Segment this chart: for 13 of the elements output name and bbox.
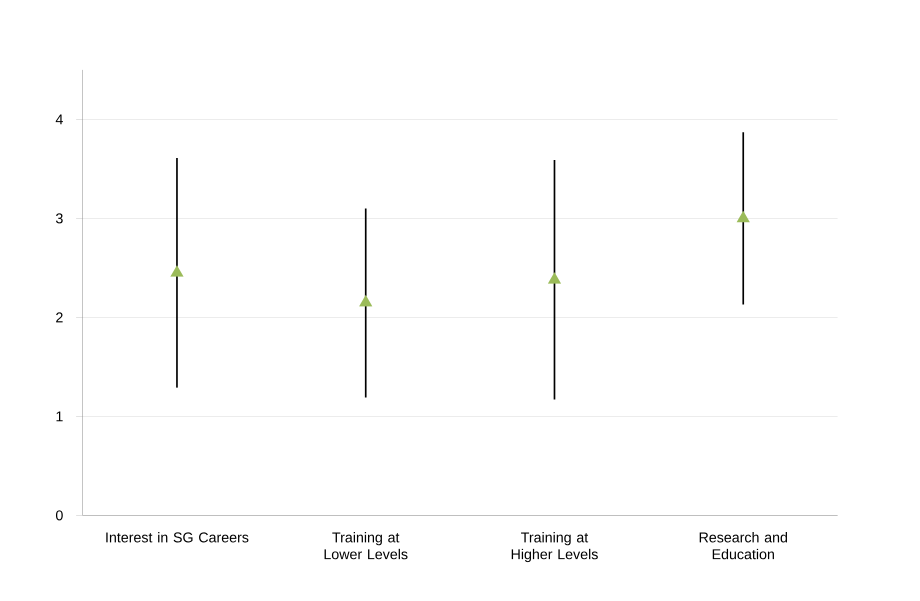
x-tick-label: Training at Lower Levels xyxy=(324,532,408,560)
y-tick-label: 3 xyxy=(56,213,63,224)
y-tick-label: 2 xyxy=(56,312,63,322)
y-tick-label: 0 xyxy=(56,510,63,521)
y-tick-label: 4 xyxy=(56,114,63,124)
point xyxy=(736,211,750,222)
x-tick-label: Interest in SG Careers xyxy=(106,532,248,543)
x-tick-label: Research and Education xyxy=(700,532,788,560)
point xyxy=(548,272,561,284)
point xyxy=(170,266,184,277)
point xyxy=(359,295,372,306)
x-tick-label: Training at Higher Levels xyxy=(512,532,598,562)
y-tick-label: 1 xyxy=(56,412,63,422)
